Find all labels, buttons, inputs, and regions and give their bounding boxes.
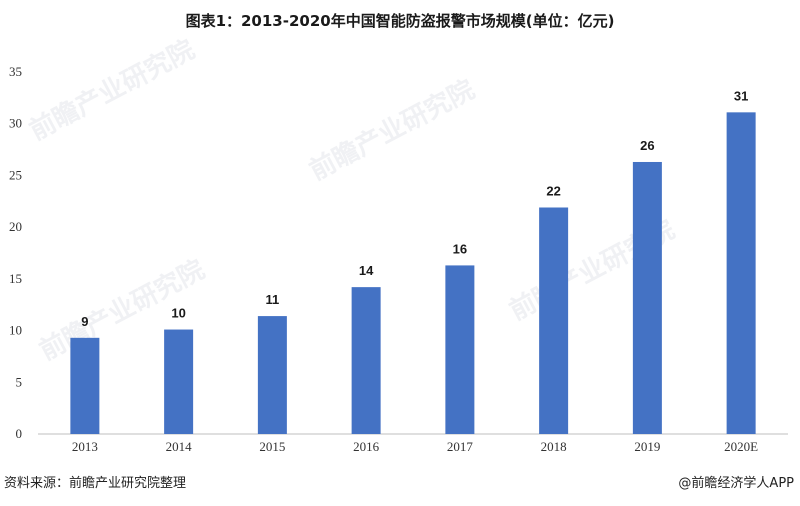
bar bbox=[726, 112, 756, 434]
data-label: 11 bbox=[266, 292, 280, 307]
x-tick-label: 2014 bbox=[166, 439, 193, 454]
brand-note: @前瞻经济学人APP bbox=[678, 476, 794, 491]
y-tick-label: 10 bbox=[9, 323, 22, 338]
source-note: 资料来源：前瞻产业研究院整理 bbox=[4, 476, 187, 491]
bar bbox=[445, 265, 475, 434]
x-tick-label: 2020E bbox=[724, 439, 758, 454]
data-label: 31 bbox=[734, 88, 748, 103]
data-label: 14 bbox=[359, 263, 374, 278]
data-label: 26 bbox=[640, 138, 654, 153]
x-tick-label: 2013 bbox=[72, 439, 98, 454]
bar bbox=[70, 337, 100, 434]
data-label: 16 bbox=[453, 241, 467, 256]
y-tick-label: 15 bbox=[9, 271, 22, 286]
data-label: 22 bbox=[546, 183, 560, 198]
y-tick-label: 35 bbox=[9, 64, 22, 79]
bar bbox=[257, 316, 287, 434]
y-tick-label: 5 bbox=[16, 374, 23, 389]
x-tick-label: 2018 bbox=[541, 439, 567, 454]
y-tick-label: 30 bbox=[9, 116, 22, 131]
x-tick-label: 2016 bbox=[353, 439, 380, 454]
x-tick-label: 2015 bbox=[259, 439, 285, 454]
chart-title: 图表1：2013-2020年中国智能防盗报警市场规模(单位：亿元) bbox=[185, 12, 615, 30]
y-tick-label: 25 bbox=[9, 167, 22, 182]
x-tick-label: 2019 bbox=[634, 439, 660, 454]
y-tick-label: 0 bbox=[16, 426, 23, 441]
data-label: 10 bbox=[171, 306, 185, 321]
y-tick-label: 20 bbox=[9, 219, 22, 234]
x-tick-label: 2017 bbox=[447, 439, 474, 454]
data-label: 9 bbox=[81, 314, 88, 329]
bar bbox=[351, 287, 381, 434]
bar bbox=[632, 161, 662, 435]
bar bbox=[164, 329, 194, 434]
bar bbox=[539, 207, 569, 434]
